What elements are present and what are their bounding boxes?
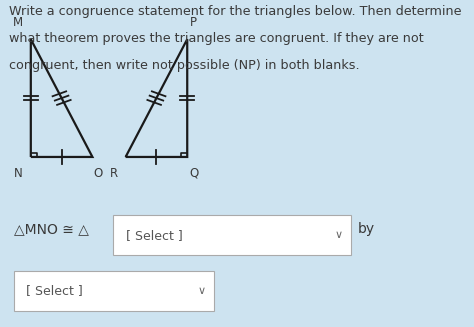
Text: [ Select ]: [ Select ] bbox=[126, 229, 182, 242]
Text: by: by bbox=[358, 222, 375, 236]
Text: N: N bbox=[14, 167, 23, 180]
Text: O: O bbox=[94, 167, 103, 180]
Text: P: P bbox=[190, 16, 197, 29]
Text: M: M bbox=[13, 16, 23, 29]
Text: ∨: ∨ bbox=[335, 231, 343, 240]
FancyBboxPatch shape bbox=[113, 215, 351, 255]
Text: Q: Q bbox=[190, 167, 199, 180]
Text: Write a congruence statement for the triangles below. Then determine: Write a congruence statement for the tri… bbox=[9, 5, 462, 18]
Text: [ Select ]: [ Select ] bbox=[26, 284, 83, 298]
Text: what theorem proves the triangles are congruent. If they are not: what theorem proves the triangles are co… bbox=[9, 32, 424, 45]
Text: △MNO ≅ △: △MNO ≅ △ bbox=[14, 222, 89, 236]
Text: ∨: ∨ bbox=[197, 286, 206, 296]
FancyBboxPatch shape bbox=[14, 271, 214, 311]
Text: congruent, then write not possible (NP) in both blanks.: congruent, then write not possible (NP) … bbox=[9, 59, 360, 72]
Text: R: R bbox=[109, 167, 118, 180]
